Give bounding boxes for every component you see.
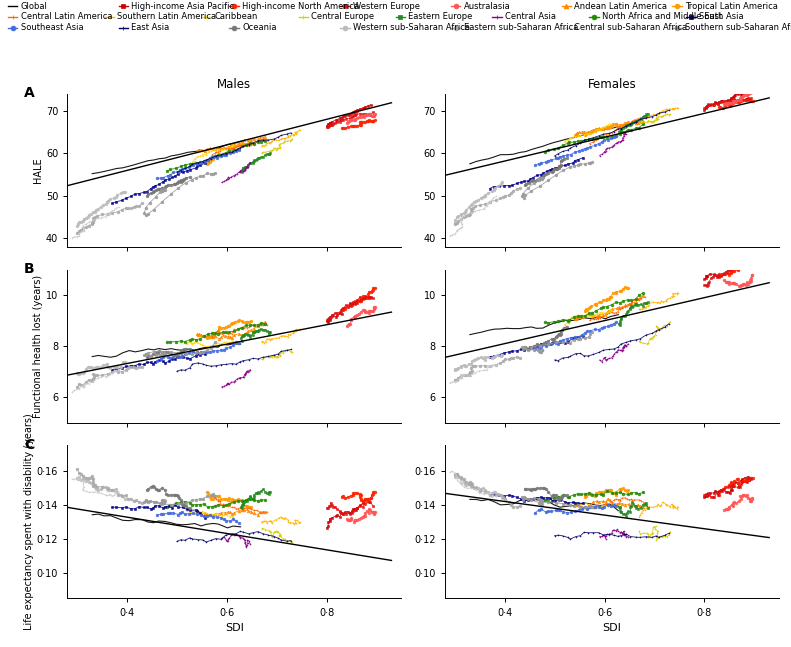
Text: Southern sub-Saharan Africa: Southern sub-Saharan Africa	[685, 23, 791, 32]
Text: C: C	[24, 438, 34, 452]
Text: Eastern Europe: Eastern Europe	[408, 12, 472, 21]
Text: Central Asia: Central Asia	[505, 12, 556, 21]
Text: North Africa and Middle East: North Africa and Middle East	[602, 12, 722, 21]
Y-axis label: Life expectancy spent with disability (years): Life expectancy spent with disability (y…	[24, 413, 34, 630]
Text: High-income North America: High-income North America	[242, 2, 359, 11]
Text: Southern Latin America: Southern Latin America	[118, 12, 217, 21]
Text: Global: Global	[21, 2, 47, 11]
X-axis label: SDI: SDI	[225, 623, 244, 633]
Text: Eastern sub-Saharan Africa: Eastern sub-Saharan Africa	[464, 23, 578, 32]
Text: B: B	[24, 262, 35, 276]
Text: Western Europe: Western Europe	[353, 2, 420, 11]
Y-axis label: HALE: HALE	[33, 158, 43, 183]
Text: Australasia: Australasia	[464, 2, 510, 11]
Text: Oceania: Oceania	[242, 23, 277, 32]
Text: High-income Asia Pacific: High-income Asia Pacific	[131, 2, 234, 11]
Text: Western sub-Saharan Africa: Western sub-Saharan Africa	[353, 23, 470, 32]
Y-axis label: Functional health lost (years): Functional health lost (years)	[33, 274, 44, 418]
Text: Central Latin America: Central Latin America	[21, 12, 112, 21]
Text: Caribbean: Caribbean	[214, 12, 258, 21]
Text: South Asia: South Asia	[699, 12, 744, 21]
Text: East Asia: East Asia	[131, 23, 169, 32]
Text: A: A	[24, 86, 35, 100]
Title: Males: Males	[218, 78, 252, 91]
Text: Tropical Latin America: Tropical Latin America	[685, 2, 778, 11]
Text: Andean Latin America: Andean Latin America	[574, 2, 668, 11]
Title: Females: Females	[588, 78, 637, 91]
Text: Central Europe: Central Europe	[312, 12, 374, 21]
Text: Southeast Asia: Southeast Asia	[21, 23, 83, 32]
Text: Central sub-Saharan Africa: Central sub-Saharan Africa	[574, 23, 687, 32]
X-axis label: SDI: SDI	[603, 623, 622, 633]
